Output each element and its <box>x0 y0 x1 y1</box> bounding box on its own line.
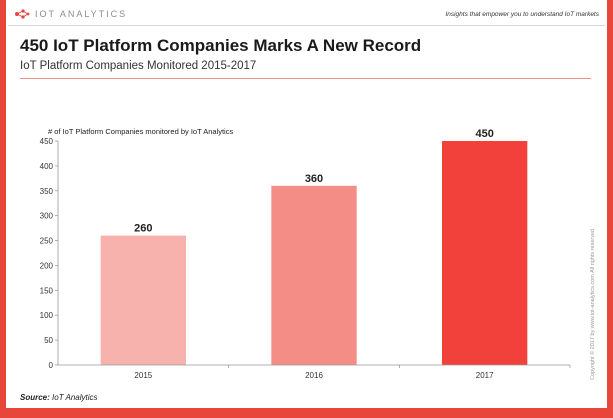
bar-2017 <box>442 141 528 365</box>
x-tick-label-2015: 2015 <box>134 371 152 380</box>
logo-text: IOT ANALYTICS <box>35 9 128 19</box>
y-tick-label: 100 <box>40 311 54 320</box>
x-tick-label-2017: 2017 <box>476 371 494 380</box>
y-axis-label: # of IoT Platform Companies monitored by… <box>48 127 233 136</box>
source-text: IoT Analytics <box>52 393 98 402</box>
y-tick-label: 350 <box>40 187 54 196</box>
x-tick-label-2016: 2016 <box>305 371 323 380</box>
header-divider <box>8 25 605 26</box>
y-axis: 0 50 100 150 200 250 300 350 400 450 <box>40 137 59 370</box>
y-tick-label: 200 <box>40 261 54 270</box>
bar-2016 <box>271 185 357 365</box>
y-tick-label: 0 <box>49 361 54 370</box>
network-nodes-icon <box>15 9 30 19</box>
y-tick-label: 150 <box>40 286 54 295</box>
y-tick-label: 450 <box>40 137 54 146</box>
data-label-2015: 260 <box>134 223 152 235</box>
bars: 260 360 450 <box>100 128 528 365</box>
tagline: Insights that empower you to understand … <box>445 11 599 18</box>
copyright-note: Copyright © 2017 by www.iot-analytics.co… <box>582 135 596 380</box>
copyright-text: Copyright © 2017 by www.iot-analytics.co… <box>590 228 596 380</box>
title-divider <box>20 78 591 79</box>
y-tick-label: 50 <box>44 336 53 345</box>
y-tick-label: 300 <box>40 212 54 221</box>
data-label-2016: 360 <box>305 173 323 185</box>
source-label: Source: <box>20 393 50 402</box>
brand-logo[interactable]: IOT ANALYTICS <box>14 8 127 20</box>
data-label-2017: 450 <box>475 128 493 140</box>
source-note: Source: IoT Analytics <box>20 393 98 402</box>
page-subtitle: IoT Platform Companies Monitored 2015-20… <box>20 60 257 72</box>
y-tick-label: 250 <box>40 237 54 246</box>
bar-2015 <box>100 235 186 365</box>
y-tick-label: 400 <box>40 162 54 171</box>
page-title: 450 IoT Platform Companies Marks A New R… <box>20 36 422 55</box>
x-axis: 2015 2016 2017 <box>58 364 571 380</box>
